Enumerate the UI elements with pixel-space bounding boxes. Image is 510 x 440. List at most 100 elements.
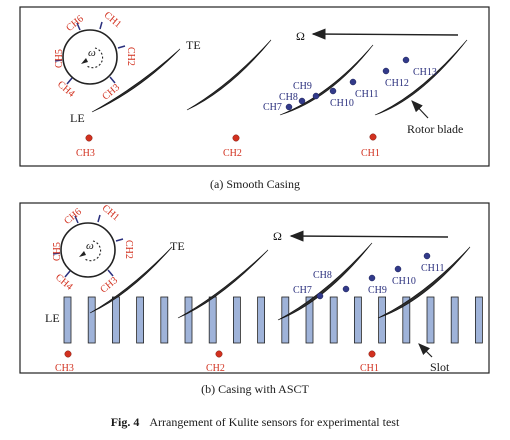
sensor-label-ch11: CH11 xyxy=(355,89,379,100)
sensor-label-ch2: CH2 xyxy=(223,148,242,159)
casing-slot xyxy=(474,296,483,344)
rotor-blade-pointer xyxy=(411,100,429,119)
casing-slot xyxy=(257,296,266,344)
dial-pointer-icon xyxy=(79,251,86,257)
dial-omega-label: ω xyxy=(88,47,96,59)
casing-slot xyxy=(136,296,145,344)
blade xyxy=(177,249,269,319)
rotation-omega-label: Ω xyxy=(273,229,282,243)
blade xyxy=(374,39,468,116)
casing-slot xyxy=(184,296,193,344)
blade xyxy=(377,246,471,319)
casing-slot xyxy=(305,296,314,344)
sensor-dot-ch11 xyxy=(349,78,357,86)
dial-pointer-icon xyxy=(81,58,88,64)
casing-slot xyxy=(353,296,362,344)
sensor-label-ch7: CH7 xyxy=(263,102,282,113)
sensor-dot-ch7 xyxy=(316,292,324,300)
sensor-dot-ch9 xyxy=(312,92,320,100)
sensor-dot-ch2 xyxy=(232,134,240,142)
sensor-dot-ch3 xyxy=(64,350,72,358)
casing-slot xyxy=(402,296,411,344)
sensor-label-ch10: CH10 xyxy=(330,98,354,109)
casing-slot xyxy=(426,296,435,344)
panel-b-blades xyxy=(89,242,471,321)
casing-slot xyxy=(281,296,290,344)
sensor-label-ch3: CH3 xyxy=(55,363,74,374)
casing-slot xyxy=(378,296,387,344)
rotation-direction-arrow xyxy=(311,28,459,40)
slot-label: Slot xyxy=(430,360,450,374)
sensor-label-ch2: CH2 xyxy=(206,363,225,374)
sensor-label-ch1: CH1 xyxy=(361,148,380,159)
rotation-arrow-icon xyxy=(84,240,102,262)
sensor-label-ch8: CH8 xyxy=(313,270,332,281)
sensor-dot-ch13 xyxy=(402,56,410,64)
casing-slot xyxy=(112,296,120,344)
blade xyxy=(277,242,373,321)
sensor-label-ch10: CH10 xyxy=(392,276,416,287)
figure-caption: Fig. 4 Arrangement of Kulite sensors for … xyxy=(111,415,400,429)
sensor-label-ch8: CH8 xyxy=(279,92,298,103)
panel-b-caption: (b) Casing with ASCT xyxy=(201,382,309,396)
sensor-label-ch11: CH11 xyxy=(421,263,445,274)
casing-slot xyxy=(208,296,217,344)
sensor-dot-ch8 xyxy=(298,97,306,105)
sensor-label-ch9: CH9 xyxy=(368,285,387,296)
sensor-label-ch13: CH13 xyxy=(413,67,437,78)
panel-smooth-casing: ω CH1 CH2 CH3 CH4 CH5 CH6 TE LE Ω CH3 CH… xyxy=(19,6,490,167)
rotation-arrow-icon xyxy=(86,47,104,69)
blade xyxy=(186,39,272,111)
blade xyxy=(89,246,173,314)
trailing-edge-label: TE xyxy=(170,239,185,253)
sensor-label-ch9: CH9 xyxy=(293,81,312,92)
blade xyxy=(91,48,181,113)
panel-casing-asct: ω CH1 CH2 CH3 CH4 CH5 CH6 TE LE Ω CH3 CH… xyxy=(19,202,490,374)
rotation-omega-label: Ω xyxy=(296,29,305,43)
panel-a-blades xyxy=(91,39,468,116)
dial-ring xyxy=(62,29,118,85)
dial-ticks xyxy=(54,21,126,85)
panel-b-red-sensors: CH3 CH2 CH1 xyxy=(55,350,379,374)
dial-ring xyxy=(60,222,116,278)
blade xyxy=(279,44,374,116)
sensor-dot-ch10 xyxy=(329,87,337,95)
panel-a-caption: (a) Smooth Casing xyxy=(210,177,300,191)
panel-a-red-sensors: CH3 CH2 CH1 xyxy=(76,133,380,159)
casing-slot xyxy=(63,296,72,344)
panel-a-blue-sensors xyxy=(285,56,410,111)
sensor-label-ch1: CH1 xyxy=(360,363,379,374)
panel-b-slots xyxy=(63,296,483,344)
casing-slot xyxy=(87,296,96,344)
casing-slot xyxy=(232,296,241,344)
rotor-blade-label: Rotor blade xyxy=(407,122,463,136)
dial-ch2-label: CH2 xyxy=(123,240,134,259)
casing-slot xyxy=(160,296,169,344)
sensor-label-ch3: CH3 xyxy=(76,148,95,159)
figure-label: Fig. 4 xyxy=(111,415,140,429)
sensor-dot-ch12 xyxy=(382,67,390,75)
sensor-dot-ch8 xyxy=(342,285,350,293)
slot-pointer xyxy=(418,343,433,358)
leading-edge-label: LE xyxy=(70,111,85,125)
sensor-dot-ch1 xyxy=(368,350,376,358)
casing-slot xyxy=(450,296,459,344)
rotation-direction-arrow xyxy=(289,230,449,242)
sensor-label-ch7: CH7 xyxy=(293,285,312,296)
sensor-dot-ch2 xyxy=(215,350,223,358)
panel-a-blue-labels: CH7 CH8 CH9 CH10 CH11 CH12 CH13 xyxy=(263,67,437,113)
sensor-dot-ch10 xyxy=(394,265,402,273)
dial-ticks xyxy=(52,214,124,278)
figure-title: Arrangement of Kulite sensors for experi… xyxy=(149,415,400,429)
sensor-label-ch12: CH12 xyxy=(385,78,409,89)
dial-ch5-label: CH5 xyxy=(52,242,63,261)
sensor-dot-ch3 xyxy=(85,134,93,142)
sensor-dot-ch11 xyxy=(423,252,431,260)
dial-ch2-label: CH2 xyxy=(125,47,136,66)
panel-b-blue-sensors xyxy=(316,252,431,300)
casing-slot xyxy=(329,296,338,344)
sensor-dot-ch9 xyxy=(368,274,376,282)
leading-edge-label: LE xyxy=(45,311,60,325)
panel-b-blue-labels: CH7 CH8 CH9 CH10 CH11 xyxy=(293,263,445,296)
